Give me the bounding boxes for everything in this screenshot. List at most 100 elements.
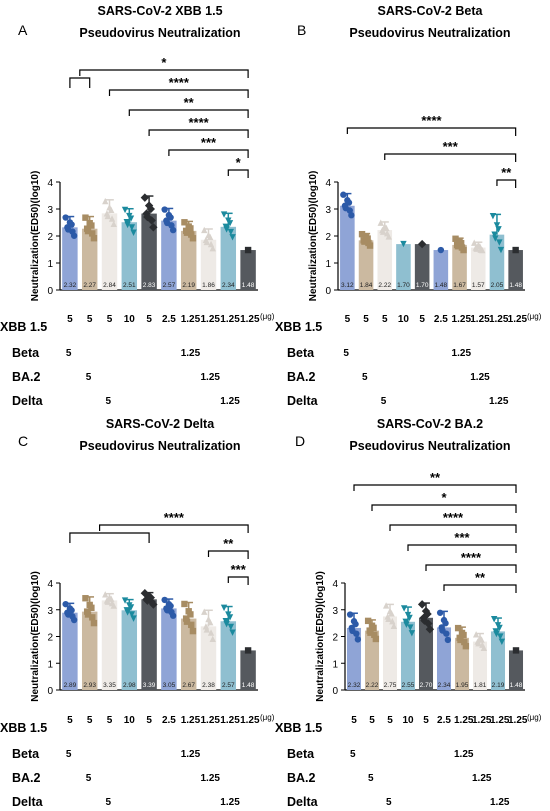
bar [340, 205, 355, 290]
y-tick-label: 2 [332, 633, 338, 644]
data-point [206, 618, 214, 626]
data-point [107, 595, 115, 602]
data-point [383, 224, 390, 232]
dose-value: 2.5 [161, 314, 176, 325]
dose-value: 5 [363, 314, 369, 325]
data-point [164, 219, 171, 227]
dose-row-label: XBB 1.5 [275, 320, 323, 334]
dose-value: 1.25 [451, 348, 472, 359]
dose-value: 5 [86, 314, 93, 325]
data-point [444, 636, 452, 644]
dose-value: 1.25 [220, 715, 240, 726]
data-point [460, 631, 467, 639]
data-point [89, 614, 96, 621]
dose-value: 1.25 [200, 372, 220, 383]
dose-value: 1.25 [490, 715, 510, 726]
data-point [84, 227, 92, 235]
data-point [425, 625, 435, 634]
dose-value: 2.5 [433, 314, 448, 325]
data-point [68, 221, 75, 228]
y-axis-label: Neutralization(ED50)(log10) [315, 571, 326, 702]
bar [62, 227, 78, 290]
bar [364, 630, 380, 690]
bar [200, 626, 217, 690]
data-point [471, 239, 478, 246]
bar [180, 230, 197, 290]
data-label: 1.70 [416, 282, 429, 289]
dose-value: 1.25 [454, 749, 474, 760]
panel-letter: D [295, 433, 306, 449]
dose-value: 1.25 [488, 396, 509, 407]
panel-letter: C [18, 433, 29, 449]
dose-value: 1.25 [240, 715, 260, 726]
data-point [220, 211, 228, 218]
bar [161, 608, 177, 690]
data-point [489, 213, 497, 220]
significance-bracket: **** [389, 510, 517, 533]
data-point [476, 243, 484, 250]
bar [161, 220, 177, 290]
significance-label: ** [501, 165, 512, 180]
data-label: 2.70 [420, 682, 433, 689]
significance-bracket: * [79, 55, 249, 78]
dose-value: 1.25 [451, 314, 472, 325]
significance-label: **** [169, 75, 190, 90]
y-tick-label: 0 [47, 286, 53, 297]
data-point [65, 226, 72, 233]
panel-c: C SARS-CoV-2 Delta Pseudovirus Neutraliz… [0, 405, 275, 811]
panel-b: B SARS-CoV-2 Beta Pseudovirus Neutraliza… [275, 0, 550, 408]
bar-chart: 0 1 2 3 4 Neutralization(ED50)(log10) 3.12 1.84… [308, 113, 525, 301]
dose-value: 1.25 [490, 797, 510, 808]
y-axis-label: Neutralization(ED50)(log10) [30, 571, 41, 702]
data-point [227, 623, 235, 631]
bar-chart: 0 1 2 3 4 Neutralization(ED50)(log10) 2.32 2.22… [315, 470, 525, 702]
bar [436, 627, 452, 690]
significance-bracket: ** [207, 536, 249, 559]
data-point [124, 221, 131, 229]
dose-value: 5 [65, 749, 72, 760]
data-point [90, 234, 98, 242]
significance-bracket: ** [128, 95, 249, 118]
data-point [127, 215, 135, 222]
significance-label: **** [443, 510, 464, 525]
data-point [206, 233, 214, 241]
bar-chart: 0 1 2 3 4 Neutralization(ED50)(log10) 2.32 2.27… [30, 55, 258, 301]
data-point [188, 621, 195, 629]
data-point [65, 611, 72, 618]
data-point [475, 639, 482, 647]
y-tick-label: 0 [325, 286, 331, 297]
data-point [408, 630, 416, 637]
group-bracket [69, 77, 91, 88]
panel-a: A SARS-CoV-2 XBB 1.5 Pseudovirus Neutral… [0, 0, 275, 408]
dose-value: 1.25 [454, 715, 474, 726]
data-point [223, 226, 230, 233]
bar [490, 631, 506, 690]
data-point [352, 620, 359, 628]
significance-bracket: ** [353, 470, 517, 493]
dose-value: 5 [65, 348, 72, 359]
bar-chart: 0 1 2 3 4 Neutralization(ED50)(log10) 2.89 2.93… [30, 510, 258, 702]
significance-bracket: **** [425, 550, 517, 573]
chart-title: SARS-CoV-2 Beta [377, 4, 483, 18]
data-point [385, 233, 392, 240]
data-point [102, 197, 109, 205]
data-point [62, 600, 69, 608]
significance-bracket: **** [108, 75, 249, 98]
bar [220, 226, 237, 290]
bar [240, 250, 256, 290]
data-point [390, 622, 398, 630]
dose-value: 5 [67, 314, 73, 325]
data-point [342, 204, 349, 212]
data-point [227, 228, 235, 236]
data-point [472, 631, 480, 638]
data-point [187, 611, 194, 618]
data-label: 2.84 [103, 282, 116, 289]
dose-value: 5 [146, 715, 152, 726]
data-point [104, 598, 112, 605]
data-label: 2.22 [366, 682, 379, 689]
significance-bracket: *** [384, 139, 517, 162]
dose-value: 5 [105, 396, 112, 407]
data-point [209, 635, 216, 643]
data-point [88, 604, 95, 611]
dose-value: 1.25 [488, 314, 509, 325]
